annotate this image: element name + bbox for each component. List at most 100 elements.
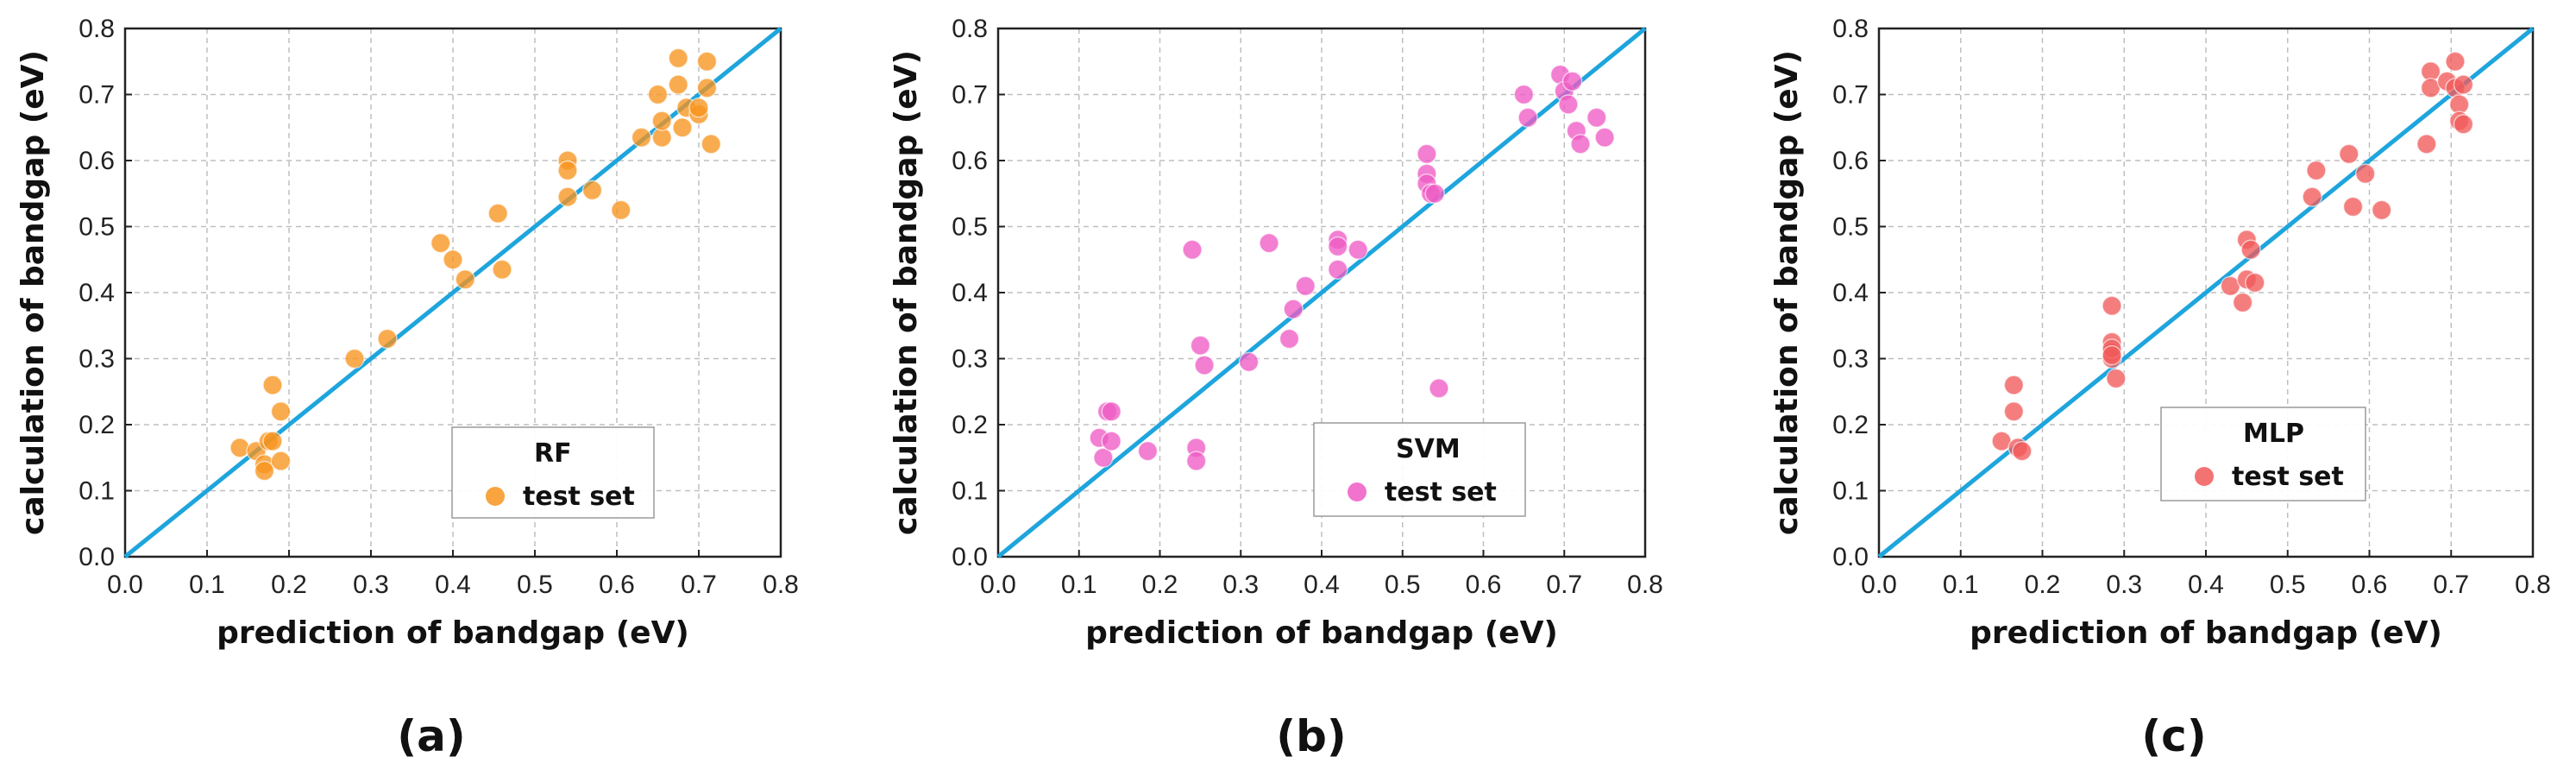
y-tick-label: 0.0: [952, 543, 988, 571]
x-tick-label: 0.4: [2188, 571, 2224, 599]
y-tick-label: 0.8: [1832, 15, 1869, 43]
legend-entry: test set: [523, 482, 635, 512]
data-point: [2453, 74, 2474, 95]
data-point: [1295, 275, 1316, 297]
x-tick-label: 0.5: [517, 571, 553, 599]
y-tick-label: 0.7: [79, 81, 115, 110]
x-tick-label: 0.1: [1943, 571, 1979, 599]
data-point: [1279, 328, 1300, 350]
x-tick-label: 0.8: [1627, 571, 1663, 599]
y-tick-label: 0.0: [79, 543, 115, 571]
data-point: [1517, 107, 1538, 129]
x-tick-label: 0.2: [2025, 571, 2061, 599]
data-point: [262, 431, 283, 451]
y-tick-label: 0.2: [79, 411, 115, 439]
y-tick-label: 0.4: [952, 279, 988, 307]
y-tick-label: 0.4: [79, 279, 115, 307]
data-point: [701, 134, 721, 155]
data-point: [1101, 431, 1122, 451]
data-point: [688, 98, 709, 118]
data-point: [1429, 378, 1449, 399]
legend-marker: [1348, 482, 1367, 501]
legend-entry: test set: [1385, 477, 1497, 508]
y-tick-label: 0.5: [952, 213, 988, 242]
data-point: [557, 160, 578, 181]
y-tick-label: 0.4: [1832, 279, 1869, 307]
data-point: [696, 78, 718, 98]
data-point: [1194, 355, 1215, 375]
x-tick-label: 0.4: [435, 571, 471, 599]
y-tick-label: 0.1: [1832, 477, 1869, 506]
data-point: [2445, 51, 2466, 72]
data-point: [2003, 400, 2025, 422]
y-tick-label: 0.2: [952, 411, 988, 439]
x-axis-title: prediction of bandgap (eV): [217, 615, 689, 651]
y-tick-label: 0.2: [1832, 411, 1869, 439]
x-tick-label: 0.2: [271, 571, 307, 599]
x-tick-label: 0.3: [353, 571, 389, 599]
legend-marker: [486, 487, 505, 506]
x-tick-label: 0.0: [1861, 571, 1897, 599]
x-tick-label: 0.7: [681, 571, 717, 599]
data-point: [2232, 292, 2253, 313]
data-point: [668, 47, 688, 69]
x-tick-label: 0.1: [1061, 571, 1097, 599]
data-point: [1238, 351, 1260, 373]
data-point: [647, 84, 669, 105]
y-axis-title: calculation of bandgap (eV): [16, 50, 51, 535]
panel-label: (a): [397, 711, 465, 761]
x-tick-label: 0.6: [2352, 571, 2388, 599]
data-point: [1570, 134, 1591, 155]
legend-box: [451, 426, 655, 519]
data-point: [1424, 183, 1445, 204]
data-point: [696, 51, 718, 72]
data-point: [344, 348, 365, 369]
y-tick-label: 0.6: [79, 147, 115, 175]
y-tick-label: 0.8: [79, 15, 115, 43]
data-point: [581, 180, 603, 201]
y-tick-label: 0.5: [1832, 213, 1869, 242]
x-tick-label: 0.0: [107, 571, 143, 599]
chart-panel: 0.0 0.1 0.2 0.3 0.4 0.5 0.6 0.7 0.8 0.0 0.1 0.2 0.3 0…: [1769, 15, 2551, 761]
data-point: [2302, 186, 2322, 207]
data-point: [455, 268, 475, 290]
x-tick-label: 0.3: [2106, 571, 2142, 599]
data-point: [270, 451, 292, 471]
data-point: [1190, 335, 1211, 356]
data-point: [557, 186, 578, 207]
y-tick-label: 0.3: [1832, 345, 1869, 374]
x-tick-label: 0.7: [1546, 571, 1582, 599]
data-point: [1283, 299, 1304, 319]
data-point: [1558, 94, 1579, 115]
data-point: [2240, 239, 2261, 261]
data-point: [430, 232, 451, 254]
legend-box: [2160, 407, 2366, 501]
data-point: [262, 375, 283, 395]
panel-label: (b): [1276, 711, 1347, 761]
data-point: [651, 110, 672, 131]
data-point: [2339, 143, 2359, 165]
data-point: [2416, 134, 2437, 155]
x-tick-label: 0.4: [1304, 571, 1340, 599]
data-point: [1093, 447, 1114, 468]
x-axis-title: prediction of bandgap (eV): [1970, 615, 2442, 651]
y-tick-label: 0.7: [1832, 81, 1869, 110]
y-tick-label: 0.6: [952, 147, 988, 175]
x-tick-label: 0.5: [2270, 571, 2306, 599]
data-point: [2102, 344, 2122, 366]
data-point: [254, 460, 275, 482]
reference-line: [1877, 27, 2535, 558]
y-tick-label: 0.6: [1832, 147, 1869, 175]
chart-panel: 0.0 0.1 0.2 0.3 0.4 0.5 0.6 0.7 0.8 0.0 0.1 0.2 0.3 0…: [16, 15, 799, 761]
data-point: [611, 199, 631, 221]
panel-label: (c): [2141, 711, 2206, 761]
y-axis-title: calculation of bandgap (eV): [889, 50, 924, 535]
data-point: [2342, 196, 2364, 218]
y-tick-label: 0.1: [79, 477, 115, 506]
y-tick-label: 0.0: [1832, 543, 1869, 571]
x-tick-label: 0.0: [980, 571, 1016, 599]
data-point: [1185, 451, 1207, 471]
data-point: [1348, 239, 1368, 261]
data-point: [2306, 160, 2327, 181]
